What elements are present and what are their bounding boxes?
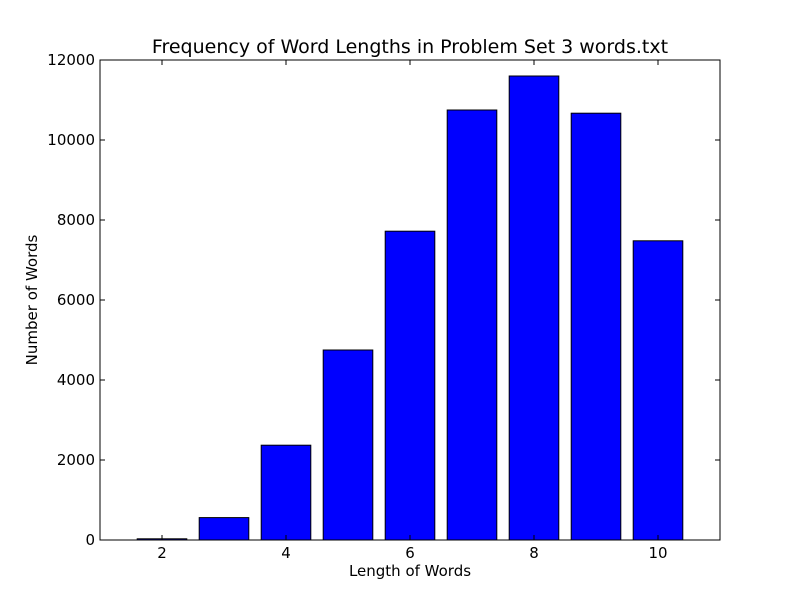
bar-length-5	[322, 349, 374, 541]
bar-length-6	[384, 230, 436, 541]
y-tick-label-0: 0	[85, 531, 95, 549]
bar-length-9	[570, 112, 622, 541]
bar-length-7	[446, 109, 498, 541]
y-tick-label-2000: 2000	[57, 451, 95, 469]
bar-length-4	[260, 444, 312, 541]
y-tick-label-4000: 4000	[57, 371, 95, 389]
bar-length-10	[632, 240, 684, 541]
y-tick-label-10000: 10000	[47, 131, 95, 149]
y-tick-label-8000: 8000	[57, 211, 95, 229]
bars-group	[136, 75, 684, 541]
y-axis-ticks: 0 2000 4000 6000 8000 10000 12000	[47, 51, 720, 549]
chart-title: Frequency of Word Lengths in Problem Set…	[152, 36, 668, 58]
x-tick-label-8: 8	[529, 544, 539, 562]
x-tick-label-2: 2	[157, 544, 167, 562]
y-tick-label-12000: 12000	[47, 51, 95, 69]
x-tick-label-4: 4	[281, 544, 291, 562]
x-tick-label-10: 10	[648, 544, 667, 562]
bar-length-8	[508, 75, 560, 541]
x-tick-label-6: 6	[405, 544, 415, 562]
x-axis-ticks: 2 4 6 8 10	[157, 60, 668, 562]
y-tick-label-6000: 6000	[57, 291, 95, 309]
bar-length-3	[198, 517, 250, 541]
x-axis-label: Length of Words	[349, 562, 471, 580]
y-axis-label: Number of Words	[23, 235, 41, 366]
